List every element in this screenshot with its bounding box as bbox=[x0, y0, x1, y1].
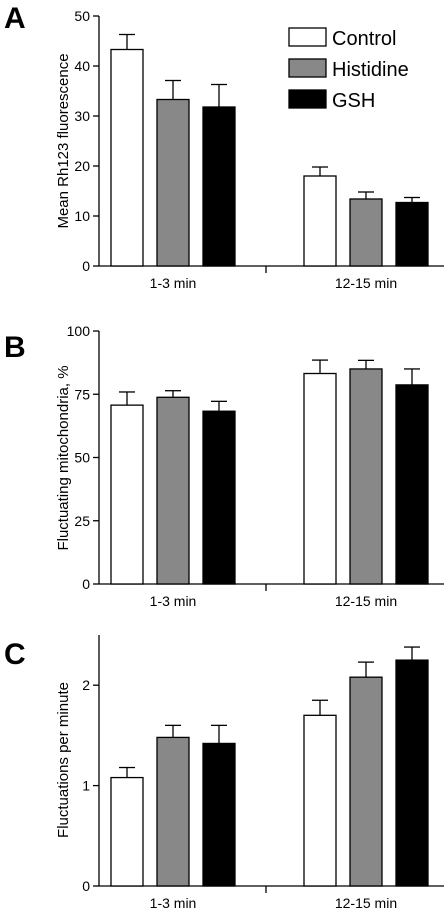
y-tick-label: 100 bbox=[67, 323, 91, 339]
bar-control-1 bbox=[110, 776, 144, 887]
chart-panel-a: A 0 10 20 30 40 50 Mean Rh123 fluorescence 1-3 m… bbox=[4, 2, 444, 291]
bar-histidine-2 bbox=[349, 676, 383, 887]
panel-letter: A bbox=[4, 2, 26, 35]
x-category-label: 1-3 min bbox=[150, 895, 197, 911]
bar-control-2 bbox=[303, 175, 337, 267]
y-tick-label: 25 bbox=[74, 513, 90, 529]
legend-label-histidine: Histidine bbox=[332, 59, 409, 81]
y-axis-label: Fluctuating mitochondria, % bbox=[55, 365, 72, 550]
y-tick-label: 1 bbox=[82, 778, 90, 794]
x-category-label: 12-15 min bbox=[335, 593, 397, 609]
legend-swatch-control bbox=[288, 27, 327, 47]
y-tick-label: 0 bbox=[82, 878, 90, 894]
legend-swatch-gsh bbox=[288, 89, 327, 109]
y-tick-label: 50 bbox=[74, 8, 90, 24]
chart-panel-b: B 0 25 50 75 100 Fluctuating mitochondria, % 1-… bbox=[4, 323, 444, 609]
y-tick-label: 20 bbox=[74, 158, 90, 174]
y-tick-label: 0 bbox=[82, 576, 90, 592]
bar-histidine-2 bbox=[349, 198, 383, 267]
y-axis-label: Fluctuations per minute bbox=[55, 682, 72, 838]
bar-histidine-1 bbox=[156, 736, 190, 887]
x-category-label: 1-3 min bbox=[150, 593, 197, 609]
y-tick-label: 10 bbox=[74, 208, 90, 224]
y-tick-label: 50 bbox=[74, 450, 90, 466]
y-tick-label: 2 bbox=[82, 677, 90, 693]
y-axis-label: Mean Rh123 fluorescence bbox=[55, 53, 72, 228]
panel-letter: C bbox=[4, 638, 26, 671]
bar-histidine-2 bbox=[349, 368, 383, 585]
bar-control-1 bbox=[110, 48, 144, 267]
bar-gsh-2 bbox=[395, 659, 429, 887]
panel-letter: B bbox=[4, 331, 26, 364]
y-tick-label: 0 bbox=[82, 258, 90, 274]
bar-gsh-2 bbox=[395, 201, 429, 267]
bar-gsh-1 bbox=[202, 410, 236, 585]
bar-control-1 bbox=[110, 404, 144, 585]
legend-label-control: Control bbox=[332, 28, 396, 50]
bar-control-2 bbox=[303, 372, 337, 585]
bar-control-2 bbox=[303, 714, 337, 887]
legend-swatch-histidine bbox=[288, 58, 327, 78]
legend-label-gsh: GSH bbox=[332, 90, 375, 112]
bar-gsh-1 bbox=[202, 742, 236, 887]
x-category-label: 12-15 min bbox=[335, 275, 397, 291]
legend: Control Histidine GSH bbox=[288, 27, 409, 112]
bar-gsh-1 bbox=[202, 106, 236, 267]
bar-histidine-1 bbox=[156, 98, 190, 267]
bar-histidine-1 bbox=[156, 396, 190, 585]
y-tick-label: 30 bbox=[74, 108, 90, 124]
x-category-label: 12-15 min bbox=[335, 895, 397, 911]
x-category-label: 1-3 min bbox=[150, 275, 197, 291]
bar-gsh-2 bbox=[395, 384, 429, 585]
y-tick-label: 75 bbox=[74, 386, 90, 402]
y-tick-label: 40 bbox=[74, 58, 90, 74]
chart-panel-c: C 0 1 2 Fluctuations per minute 1-3 min 12-15 … bbox=[4, 635, 444, 911]
